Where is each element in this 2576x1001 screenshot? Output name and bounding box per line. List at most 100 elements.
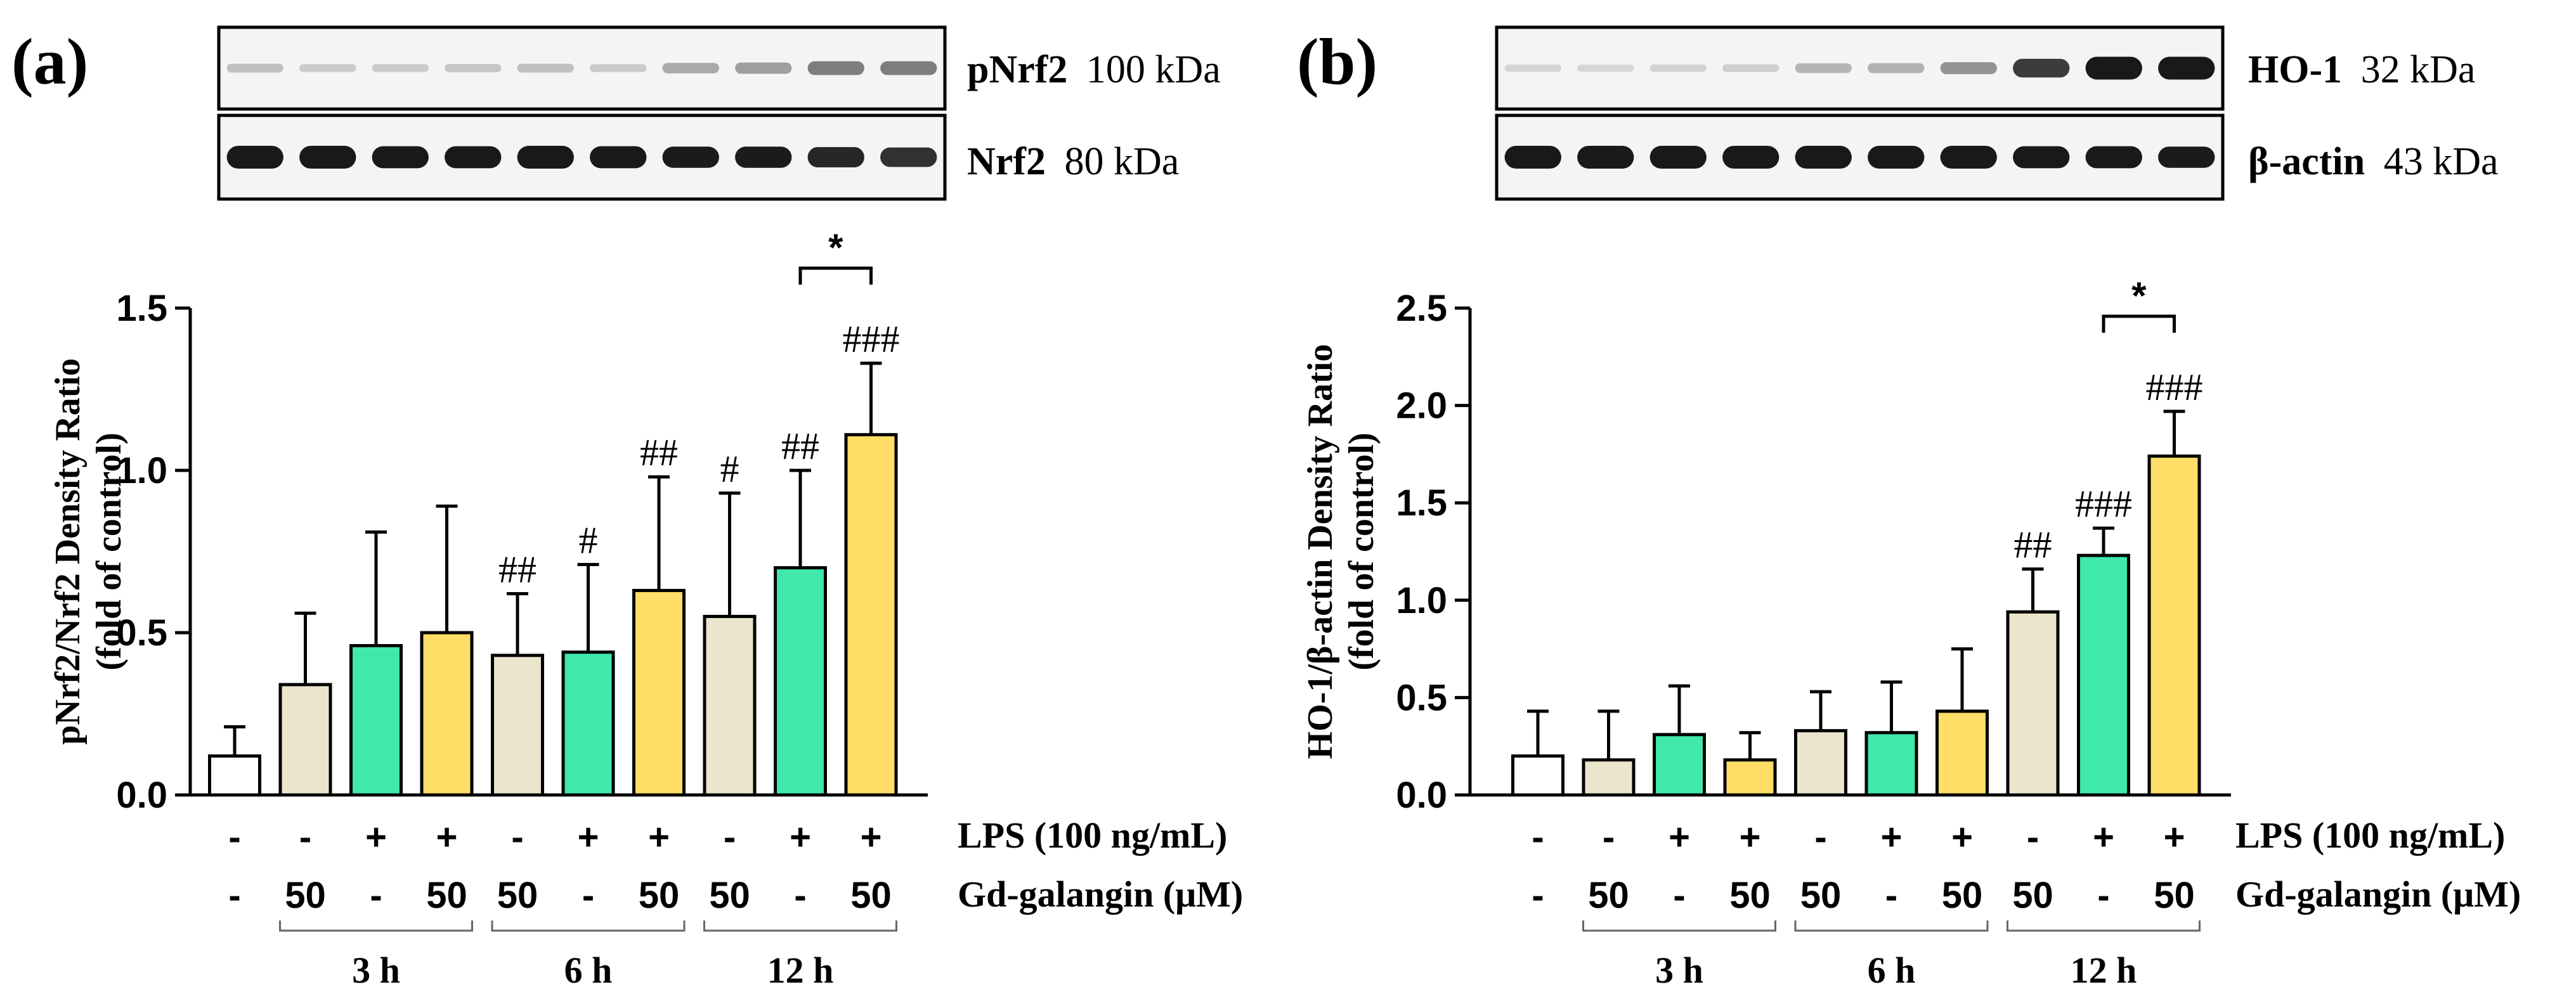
chart-a-lps-sign: - — [724, 817, 736, 858]
chart-a-gd-value: 50 — [426, 875, 467, 916]
chart-b-ylabel-sub: (fold of control) — [1342, 432, 1381, 670]
chart-a-bar — [703, 614, 757, 797]
chart-a-y-tick-label: 1.0 — [116, 450, 167, 491]
chart-b-time-label: 12 h — [2071, 950, 2137, 991]
blot-a-bottom-band — [662, 146, 719, 168]
blot-b-bottom-band — [2013, 146, 2070, 169]
chart-b-time-bracket — [2007, 920, 2201, 932]
chart-a-bar — [561, 650, 615, 797]
blot-b-bottom-band — [1577, 146, 1634, 169]
blot-a-top-band — [372, 64, 429, 72]
chart-b-gd-value: 50 — [1588, 875, 1629, 916]
chart-a-time-label: 3 h — [352, 950, 400, 991]
chart-b-gd-value: 50 — [1942, 875, 1983, 916]
chart-a-y-tick-label: 0.0 — [116, 775, 167, 816]
chart-b-significance-label: ### — [2075, 483, 2132, 525]
chart-b-bar — [1653, 733, 1706, 797]
chart-b-time-bracket — [1794, 920, 1989, 932]
blot-a-bottom-band — [226, 146, 283, 169]
chart-a-bar — [208, 754, 261, 797]
chart-b-bar — [2077, 553, 2130, 797]
blot-b-bottom-label-name: β-actin — [2248, 140, 2365, 183]
chart-b-bar — [1723, 758, 1777, 797]
chart-a-lps-sign: + — [578, 817, 599, 858]
chart-b-lps-row-label: LPS (100 ng/mL) — [2235, 815, 2505, 856]
chart-a-y-tick-label: 0.5 — [116, 612, 167, 654]
chart-b-lps-sign: + — [1669, 817, 1690, 858]
blot-b-bottom-band — [1504, 146, 1561, 169]
blot-b-top-band — [1649, 64, 1707, 72]
blot-b-bottom-band — [1940, 146, 1997, 169]
chart-b-bar — [1511, 754, 1564, 797]
blot-b-top-band — [1504, 64, 1561, 72]
chart-a-lps-row-label: LPS (100 ng/mL) — [958, 815, 1227, 856]
chart-b-lps-sign: + — [1881, 817, 1903, 858]
chart-b-lps-sign: + — [1740, 817, 1761, 858]
chart-a-significance-label: ## — [781, 425, 819, 467]
chart-a-bracket — [798, 266, 873, 285]
chart-b-gd-value: - — [1673, 875, 1685, 916]
blot-a-top-band — [445, 63, 502, 73]
blot-a-bottom-label-name: Nrf2 — [967, 140, 1046, 183]
chart-a-ylabel-sub: (fold of control) — [89, 432, 129, 670]
blot-a-top-label-name: pNrf2 — [967, 48, 1067, 91]
blot-b-top-band — [2085, 56, 2142, 80]
blot-b-bottom-band — [2158, 146, 2215, 168]
blot-b-top-band — [1795, 63, 1852, 74]
chart-b-y-tick-label: 0.5 — [1396, 677, 1447, 718]
chart-b-ylabel: HO-1/β-actin Density Ratio — [1301, 344, 1340, 759]
chart-a-lps-sign: + — [861, 817, 882, 858]
chart-b-bar — [1935, 709, 1989, 797]
chart-b-y-tick-label: 2.5 — [1396, 288, 1447, 329]
chart-b-bar — [1794, 729, 1847, 797]
chart-a-significance-label: ## — [498, 549, 537, 591]
chart-b-y-tick-label: 1.0 — [1396, 580, 1447, 621]
chart-b-lps-sign: - — [2027, 817, 2039, 858]
blot-b-top-band — [2158, 56, 2215, 80]
chart-a-lps-sign: + — [365, 817, 387, 858]
chart-a-y-tick-label: 1.5 — [116, 288, 167, 329]
chart-a-bar — [349, 643, 403, 797]
chart-a-lps-sign: - — [299, 817, 311, 858]
chart-a-significance-label: # — [720, 448, 739, 490]
blot-a-bottom-band — [880, 147, 937, 167]
blot-b-top-label-name: HO-1 — [2248, 48, 2342, 91]
chart-a-lps-sign: - — [228, 817, 240, 858]
blot-a-top-band — [517, 63, 574, 73]
chart-b-gd-row-label: Gd-galangin (μM) — [2235, 874, 2521, 915]
chart-a-bar — [632, 588, 686, 797]
blot-a-bottom-band — [372, 146, 429, 169]
blot-b-bottom-band — [1868, 146, 1925, 169]
chart-a-significance-label: ## — [640, 432, 678, 474]
blot-a-bottom-band — [445, 146, 502, 169]
blot-a-bottom-band — [299, 146, 356, 169]
chart-b-y-tick-label: 1.5 — [1396, 482, 1447, 524]
blot-b-top-label-size: 32 kDa — [2361, 48, 2476, 91]
chart-b-gd-value: 50 — [2012, 875, 2053, 916]
chart-b-bracket-label: * — [2131, 274, 2147, 317]
chart-a-gd-value: - — [370, 875, 382, 916]
chart-a-time-label: 12 h — [767, 950, 834, 991]
chart-b-lps-sign: - — [1814, 817, 1826, 858]
chart-a-lps-sign: + — [648, 817, 670, 858]
chart-a-time-bracket — [279, 920, 473, 932]
chart-a-gd-value: - — [228, 875, 240, 916]
blot-b-top-label: HO-1 32 kDa — [2248, 48, 2475, 91]
chart-b-lps-sign: - — [1532, 817, 1544, 858]
chart-b-gd-value: - — [2097, 875, 2109, 916]
chart-b-y-tick-label: 0.0 — [1396, 775, 1447, 816]
chart-b-bracket — [2102, 314, 2176, 333]
chart-a-time-bracket — [703, 920, 897, 932]
chart-b-gd-value: 50 — [2154, 875, 2195, 916]
blot-a-top-label: pNrf2 100 kDa — [967, 48, 1221, 91]
blot-a-top-band — [735, 62, 792, 74]
chart-b-bar — [1582, 758, 1636, 797]
chart-a-time-label: 6 h — [564, 950, 613, 991]
blot-a-top-band — [807, 61, 864, 75]
chart-b-y-tick-label: 2.0 — [1396, 385, 1447, 427]
chart-b-lps-sign: + — [2093, 817, 2114, 858]
blot-b-bottom-band — [2085, 146, 2142, 169]
blot-b-bottom-band — [1649, 146, 1707, 169]
dynamic-layer: 0.00.51.01.5##### ######*- - + + - + + - + +- 50-50… — [116, 25, 2231, 991]
